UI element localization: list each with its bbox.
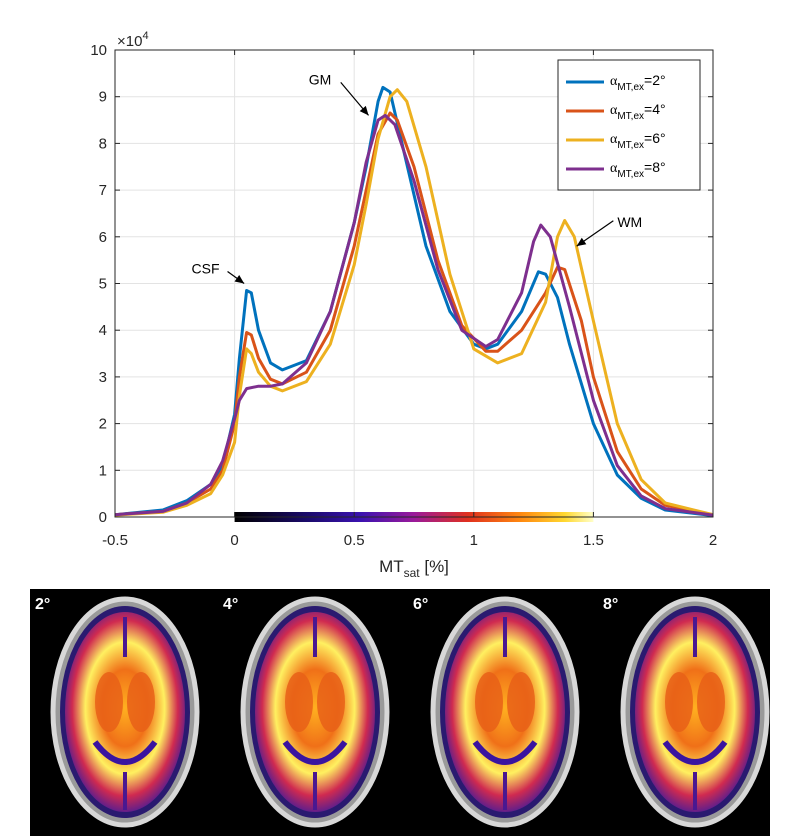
series-line-1 bbox=[115, 111, 713, 517]
brain-images: 2° 4° 6° 8° bbox=[35, 596, 770, 828]
y-tick-label: 3 bbox=[99, 369, 107, 386]
brain-tissue bbox=[65, 612, 185, 812]
y-tick-label: 2 bbox=[99, 416, 107, 433]
deep-gray-left bbox=[285, 672, 313, 732]
legend-label-2: αMT,ex=6° bbox=[610, 130, 666, 151]
deep-gray-left bbox=[475, 672, 503, 732]
legend-label-3: αMT,ex=8° bbox=[610, 159, 666, 180]
y-multiplier: ×104 bbox=[117, 30, 149, 50]
legend-label-1: αMT,ex=4° bbox=[610, 101, 666, 122]
x-tick-label: 1 bbox=[470, 532, 478, 549]
y-tick-label: 10 bbox=[90, 42, 107, 59]
ventricle bbox=[472, 740, 538, 765]
brain-tissue bbox=[255, 612, 375, 812]
image-label-1: 4° bbox=[223, 596, 238, 613]
deep-gray-right bbox=[127, 672, 155, 732]
legend-label-0: αMT,ex=2° bbox=[610, 72, 666, 93]
annotation-wm: WM bbox=[617, 214, 642, 230]
annotations: CSF GM WM bbox=[192, 71, 642, 284]
y-tick-label: 8 bbox=[99, 135, 107, 152]
deep-gray-right bbox=[507, 672, 535, 732]
brain-tissue bbox=[635, 612, 755, 812]
deep-gray-left bbox=[95, 672, 123, 732]
x-tick-label: -0.5 bbox=[102, 532, 128, 549]
annotation-arrowhead bbox=[234, 274, 245, 284]
ventricle bbox=[92, 740, 158, 765]
annotation-csf: CSF bbox=[192, 260, 220, 276]
image-label-2: 6° bbox=[413, 596, 428, 613]
brain-image-3: 8° bbox=[603, 596, 770, 828]
brain-image-2: 6° bbox=[413, 596, 580, 828]
annotation-arrowhead bbox=[359, 105, 369, 116]
series-line-0 bbox=[115, 85, 713, 517]
x-axis-label: MTsat [%] bbox=[379, 557, 449, 580]
y-tick-label: 0 bbox=[99, 509, 107, 526]
deep-gray-left bbox=[665, 672, 693, 732]
brain-image-0: 2° bbox=[35, 596, 200, 828]
y-tick-label: 9 bbox=[99, 89, 107, 106]
deep-gray-right bbox=[697, 672, 725, 732]
series-group bbox=[115, 85, 713, 517]
annotation-arrowhead bbox=[576, 237, 587, 247]
y-tick-label: 5 bbox=[99, 276, 107, 293]
y-tick-label: 7 bbox=[99, 182, 107, 199]
x-tick-label: 0.5 bbox=[344, 532, 365, 549]
x-tick-label: 2 bbox=[709, 532, 717, 549]
y-tick-label: 6 bbox=[99, 229, 107, 246]
x-tick-label: 0 bbox=[230, 532, 238, 549]
series-line-3 bbox=[115, 113, 713, 517]
brain-image-1: 4° bbox=[223, 596, 390, 828]
y-tick-label: 4 bbox=[99, 322, 107, 339]
ventricle bbox=[282, 740, 348, 765]
axis-ticks: -0.5 0 0.5 1 1.5 2 0 1 2 3 4 5 6 7 8 9 10 bbox=[90, 42, 717, 549]
image-label-0: 2° bbox=[35, 596, 50, 613]
x-tick-label: 1.5 bbox=[583, 532, 604, 549]
deep-gray-right bbox=[317, 672, 345, 732]
image-label-3: 8° bbox=[603, 596, 618, 613]
ventricle bbox=[662, 740, 728, 765]
annotation-gm: GM bbox=[309, 71, 332, 87]
brain-tissue bbox=[445, 612, 565, 812]
legend: αMT,ex=2° αMT,ex=4° αMT,ex=6° αMT,ex=8° bbox=[557, 59, 701, 191]
y-tick-label: 1 bbox=[99, 462, 107, 479]
